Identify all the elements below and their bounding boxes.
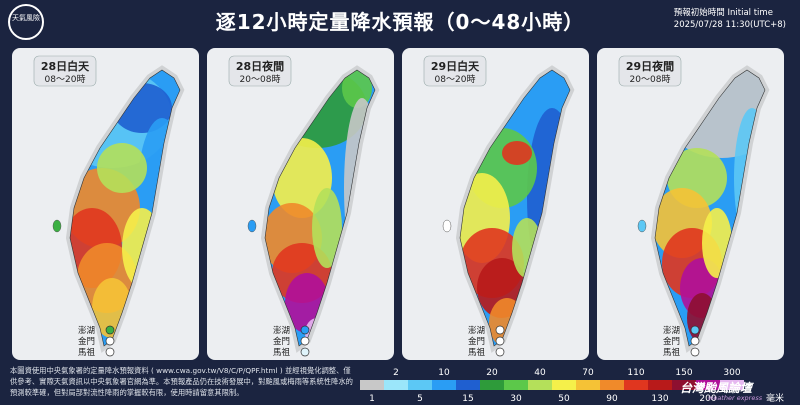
legend-cell (408, 380, 432, 390)
legend-label: 15 (462, 394, 473, 404)
panel-hours: 08～20時 (435, 74, 476, 85)
legend-label: 1 (369, 394, 375, 404)
taiwan-outline (459, 69, 571, 347)
legend-cell (456, 380, 480, 390)
island-swatch (690, 347, 700, 357)
brand: 台灣颱風論壇 (680, 381, 753, 395)
island-swatch (690, 336, 700, 346)
legend-unit: 毫米 (766, 392, 784, 404)
legend-label: 10 (438, 368, 450, 378)
legend-cell (600, 380, 624, 390)
panel-day: 29日夜間 (626, 59, 674, 73)
legend-cell (576, 380, 600, 390)
logo: 天氣風險 (8, 4, 44, 40)
legend-cell (696, 380, 720, 390)
legend-cell (720, 380, 744, 390)
legend-label: 5 (417, 394, 423, 404)
legend-label: 110 (627, 368, 644, 378)
rain-area (97, 143, 147, 193)
taiwan-outline (69, 69, 181, 347)
island-swatch (495, 325, 505, 335)
legend-label: 130 (651, 394, 668, 404)
legend-cell (672, 380, 696, 390)
legend-label: 200 (699, 394, 716, 404)
panel-hours: 20～08時 (240, 74, 281, 85)
island-name: 澎湖 (273, 325, 290, 336)
legend-label: 150 (675, 368, 692, 378)
island-name: 金門 (468, 336, 485, 347)
legend-label: 90 (606, 394, 618, 404)
penghu (442, 219, 452, 233)
island-swatch (495, 347, 505, 357)
logo-text: 天氣風險 (12, 14, 40, 22)
init-value: 2025/07/28 11:30(UTC+8) (673, 20, 786, 30)
island-name: 澎湖 (663, 325, 680, 336)
island-name: 馬祖 (78, 347, 96, 358)
legend-cell (384, 380, 408, 390)
label-box (228, 55, 292, 87)
init-label: 預報初始時間 Initial time (673, 8, 773, 18)
legend-cell (624, 380, 648, 390)
panel-day: 28日白天 (41, 59, 90, 73)
island-name: 馬祖 (273, 347, 291, 358)
penghu (637, 219, 647, 233)
island-name: 金門 (273, 336, 290, 347)
legend-label: 30 (510, 394, 522, 404)
legend-label: 300 (723, 368, 740, 378)
label-box (423, 55, 487, 87)
legend-cell (480, 380, 504, 390)
island-name: 馬祖 (663, 347, 681, 358)
legend-cell (360, 380, 384, 390)
panel-hours: 08～20時 (45, 74, 86, 85)
legend-label: 50 (558, 394, 570, 404)
label-box (618, 55, 682, 87)
legend-cell (432, 380, 456, 390)
legend-label: 20 (486, 368, 498, 378)
island-name: 金門 (78, 336, 95, 347)
panel-hours: 20～08時 (630, 74, 671, 85)
taiwan-outline (264, 69, 376, 347)
island-name: 金門 (663, 336, 680, 347)
taiwan-outline (654, 69, 766, 347)
note: 本圖資使用中央氣象署的定量降水預報資料 ( www.cwa.gov.tw/V8/… (10, 366, 353, 397)
island-name: 澎湖 (78, 325, 95, 336)
island-swatch (105, 336, 115, 346)
legend-cell (528, 380, 552, 390)
brand-sub: weather express (708, 394, 763, 402)
rain-area (342, 70, 372, 108)
init-time: 預報初始時間 Initial time 2025/07/28 11:30(UTC+… (674, 7, 786, 31)
rain-area (502, 141, 532, 165)
title: 逐12小時定量降水預報（0～48小時） (215, 10, 585, 34)
legend-label: 2 (393, 368, 399, 378)
panel-day: 28日夜間 (236, 59, 284, 73)
island-name: 澎湖 (468, 325, 485, 336)
legend-label: 70 (582, 368, 594, 378)
legend-cell (552, 380, 576, 390)
rain-area (312, 188, 342, 268)
island-swatch (105, 347, 115, 357)
panel-day: 29日白天 (431, 59, 480, 73)
island-swatch (300, 347, 310, 357)
legend-label: 40 (534, 368, 546, 378)
legend-cell (648, 380, 672, 390)
penghu (247, 219, 257, 233)
island-swatch (300, 325, 310, 335)
label-box (33, 55, 97, 87)
penghu (52, 219, 62, 233)
island-name: 馬祖 (468, 347, 486, 358)
island-swatch (300, 336, 310, 346)
legend-cell (504, 380, 528, 390)
island-swatch (690, 325, 700, 335)
island-swatch (105, 325, 115, 335)
island-swatch (495, 336, 505, 346)
